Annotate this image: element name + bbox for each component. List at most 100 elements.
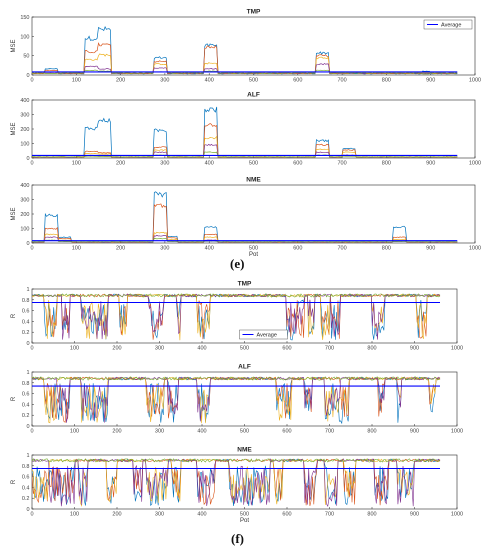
series-group: [32, 376, 441, 425]
y-tick-label: 300: [20, 198, 29, 204]
chart-panel-3: NME 0 100 200 300 400 500 600 700 800 900 1000 0 100 2…: [11, 177, 481, 259]
legend-label: Average: [441, 23, 461, 29]
series-group: [32, 293, 441, 341]
y-tick-label: 50: [23, 54, 29, 60]
y-tick-label: 0.2: [22, 413, 30, 419]
x-tick-label: 100: [70, 512, 79, 518]
x-tick-label: 800: [367, 429, 376, 435]
panel-label-f: (f): [231, 531, 244, 546]
x-tick-label: 200: [112, 346, 121, 352]
y-axis-label: R: [11, 313, 17, 318]
x-tick-label: 700: [325, 512, 334, 518]
series-group: [32, 457, 441, 507]
x-tick-label: 700: [338, 246, 347, 252]
chart-panel-4: TMP 0 100 200 300 400 500 600 700 800 900 1000 0 0.2 0…: [11, 281, 463, 352]
series-group: [32, 106, 458, 158]
x-tick-label: 700: [338, 78, 347, 84]
x-tick-label: 0: [30, 78, 33, 84]
legend-box: [423, 19, 473, 30]
y-tick-label: 200: [20, 212, 29, 218]
y-tick-label: 0: [26, 507, 29, 513]
x-tick-label: 300: [160, 161, 169, 167]
x-tick-label: 400: [205, 78, 214, 84]
x-tick-label: 800: [367, 346, 376, 352]
x-tick-label: 400: [197, 346, 206, 352]
y-tick-label: 0: [26, 424, 29, 430]
plot-frame: [31, 16, 476, 76]
y-tick-label: 0: [26, 73, 29, 79]
x-tick-label: 0: [30, 346, 33, 352]
legend-label: Average: [257, 333, 277, 339]
series-line: [32, 69, 458, 75]
y-axis-label: R: [11, 396, 17, 401]
x-tick-label: 0: [30, 161, 33, 167]
chart-panel-2: ALF 0 100 200 300 400 500 600 700 800 900 1000 0 100 2…: [11, 92, 481, 167]
chart-title: TMP: [247, 9, 261, 16]
x-tick-label: 800: [367, 512, 376, 518]
y-tick-label: 0.4: [22, 402, 30, 408]
x-tick-label: 900: [410, 512, 419, 518]
x-axis-label: Pot: [240, 518, 249, 524]
y-tick-label: 0: [26, 156, 29, 162]
x-tick-label: 900: [426, 161, 435, 167]
x-tick-label: 100: [70, 346, 79, 352]
series-line: [32, 376, 441, 425]
x-tick-label: 200: [116, 78, 125, 84]
series-line: [32, 376, 441, 381]
y-tick-label: 400: [20, 98, 29, 104]
y-tick-label: 0: [26, 241, 29, 247]
chart-title: TMP: [238, 281, 252, 288]
x-tick-label: 300: [160, 246, 169, 252]
plot-frame: [31, 99, 476, 159]
y-axis-label: R: [11, 479, 17, 484]
y-tick-label: 0.6: [22, 475, 30, 481]
x-tick-label: 100: [72, 78, 81, 84]
series-line: [32, 151, 458, 158]
y-tick-label: 0.4: [22, 319, 30, 325]
chart-panel-6: NME 0 100 200 300 400 500 600 700 800 900 1000 0 0.2 0…: [11, 447, 463, 525]
series-line: [32, 376, 441, 423]
y-tick-label: 1: [26, 287, 29, 293]
x-tick-label: 300: [155, 512, 164, 518]
x-tick-label: 900: [426, 246, 435, 252]
x-tick-label: 400: [205, 246, 214, 252]
panel-label-e: (e): [230, 256, 245, 271]
x-tick-label: 200: [112, 429, 121, 435]
plot-frame: [31, 371, 458, 427]
legend: Average: [423, 19, 473, 30]
x-tick-label: 1000: [451, 512, 463, 518]
y-tick-label: 100: [20, 34, 29, 40]
y-tick-label: 100: [20, 227, 29, 233]
series-line: [32, 293, 441, 340]
y-tick-label: 0.6: [22, 309, 30, 315]
chart-title: ALF: [247, 92, 260, 99]
x-tick-label: 0: [30, 429, 33, 435]
y-tick-label: 0.6: [22, 392, 30, 398]
y-tick-label: 200: [20, 127, 29, 133]
y-tick-label: 0.8: [22, 298, 30, 304]
x-tick-label: 900: [410, 429, 419, 435]
x-tick-label: 600: [282, 346, 291, 352]
y-tick-label: 0: [26, 341, 29, 347]
chart-title: ALF: [238, 364, 251, 371]
x-tick-label: 100: [72, 161, 81, 167]
x-tick-label: 1000: [451, 346, 463, 352]
y-tick-label: 150: [20, 15, 29, 21]
x-tick-label: 1000: [469, 161, 481, 167]
x-tick-label: 300: [155, 429, 164, 435]
y-tick-label: 0.2: [22, 496, 30, 502]
x-tick-label: 500: [249, 161, 258, 167]
chart-panel-5: ALF 0 100 200 300 400 500 600 700 800 900 1000 0 0.2 0…: [11, 364, 463, 435]
x-tick-label: 500: [249, 246, 258, 252]
x-tick-label: 400: [197, 429, 206, 435]
series-line: [32, 458, 441, 507]
y-tick-label: 100: [20, 142, 29, 148]
series-group: [32, 26, 458, 75]
x-tick-label: 900: [410, 346, 419, 352]
x-tick-label: 0: [30, 246, 33, 252]
y-tick-label: 300: [20, 113, 29, 119]
x-tick-label: 600: [282, 429, 291, 435]
plot-frame: [31, 184, 476, 244]
x-tick-label: 500: [240, 346, 249, 352]
